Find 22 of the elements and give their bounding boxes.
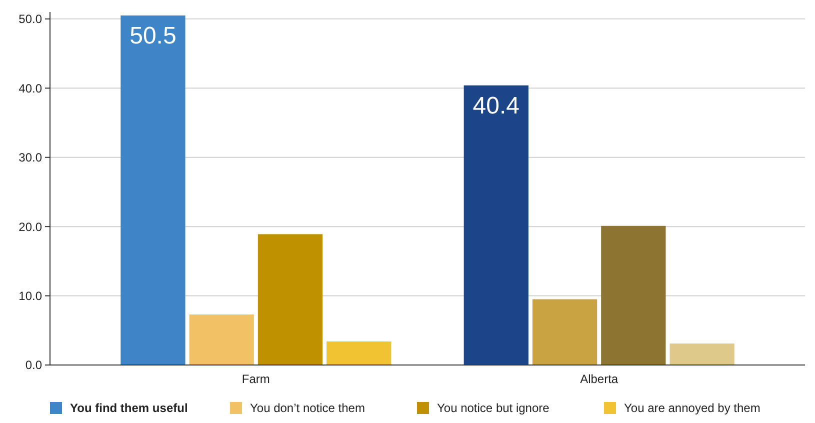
bar bbox=[670, 344, 734, 365]
bar bbox=[532, 299, 598, 365]
bar bbox=[120, 15, 186, 365]
bar bbox=[601, 226, 666, 365]
data-label: 50.5 bbox=[130, 22, 176, 50]
legend-label: You notice but ignore bbox=[437, 401, 550, 415]
x-tick-label: Alberta bbox=[580, 372, 618, 386]
bar bbox=[258, 234, 323, 365]
data-label: 40.4 bbox=[472, 92, 520, 120]
y-tick-label: 40.0 bbox=[18, 81, 42, 96]
legend-label: You don’t notice them bbox=[250, 401, 365, 415]
legend-label: You are annoyed by them bbox=[624, 401, 760, 415]
bar bbox=[326, 341, 392, 365]
bar bbox=[189, 314, 254, 365]
y-tick-label: 10.0 bbox=[18, 288, 42, 303]
legend-label: You find them useful bbox=[70, 401, 188, 415]
y-tick-label: 20.0 bbox=[18, 220, 42, 234]
x-tick-label: Farm bbox=[242, 372, 270, 386]
bar bbox=[464, 85, 528, 365]
y-tick-label: 30.0 bbox=[18, 150, 42, 165]
y-tick-label: 50.0 bbox=[18, 12, 42, 26]
y-tick-label: 0.0 bbox=[25, 358, 42, 372]
